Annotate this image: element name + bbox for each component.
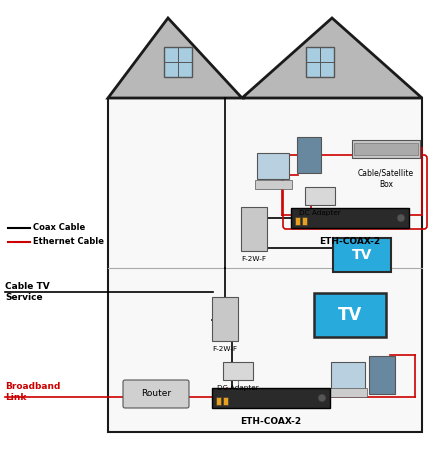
FancyBboxPatch shape [333, 238, 391, 272]
Text: Router: Router [141, 389, 171, 399]
Text: Broadband
Link: Broadband Link [5, 382, 60, 402]
FancyBboxPatch shape [123, 380, 189, 408]
Text: Cable TV
Service: Cable TV Service [5, 282, 50, 302]
Text: DC Adapter: DC Adapter [217, 385, 259, 391]
Text: F-2W-F: F-2W-F [241, 256, 266, 262]
FancyBboxPatch shape [164, 47, 192, 77]
Text: TV: TV [352, 248, 372, 262]
Text: DC Adapter: DC Adapter [299, 210, 341, 216]
Text: Ethernet Cable: Ethernet Cable [33, 238, 104, 247]
Text: TV: TV [338, 306, 362, 324]
FancyBboxPatch shape [297, 137, 321, 173]
Text: ETH-COAX-2: ETH-COAX-2 [319, 237, 381, 246]
Text: Cable/Satellite
Box: Cable/Satellite Box [358, 169, 414, 189]
FancyBboxPatch shape [257, 153, 289, 179]
FancyBboxPatch shape [254, 180, 292, 189]
FancyBboxPatch shape [108, 98, 422, 432]
Text: F-2W-F: F-2W-F [213, 346, 237, 352]
FancyBboxPatch shape [212, 388, 330, 408]
Text: Coax Cable: Coax Cable [33, 224, 85, 233]
FancyBboxPatch shape [331, 362, 365, 389]
FancyBboxPatch shape [241, 207, 267, 251]
FancyBboxPatch shape [329, 387, 366, 396]
FancyBboxPatch shape [352, 140, 420, 158]
Text: ETH-COAX-2: ETH-COAX-2 [240, 417, 302, 426]
FancyBboxPatch shape [291, 208, 409, 228]
Polygon shape [242, 18, 422, 98]
FancyBboxPatch shape [302, 217, 307, 225]
Polygon shape [108, 18, 242, 98]
FancyBboxPatch shape [223, 362, 253, 380]
Circle shape [397, 214, 405, 222]
FancyBboxPatch shape [369, 356, 395, 394]
FancyBboxPatch shape [223, 397, 228, 405]
FancyBboxPatch shape [354, 143, 418, 155]
FancyBboxPatch shape [305, 187, 335, 205]
Circle shape [318, 394, 326, 402]
FancyBboxPatch shape [306, 47, 334, 77]
FancyBboxPatch shape [212, 297, 238, 341]
FancyBboxPatch shape [216, 397, 221, 405]
FancyBboxPatch shape [314, 293, 386, 337]
FancyBboxPatch shape [295, 217, 300, 225]
